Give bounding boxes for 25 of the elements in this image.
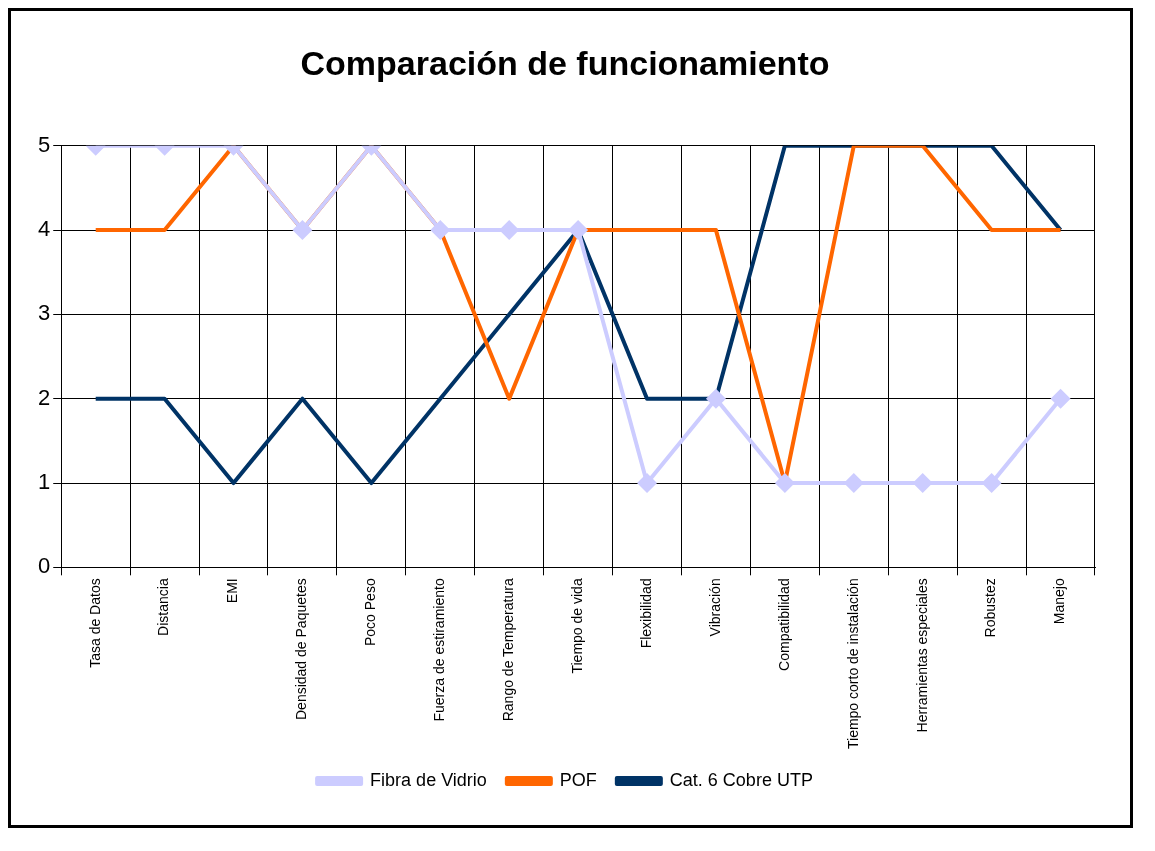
y-tick-label: 5	[37, 131, 51, 157]
y-tick-label: 4	[37, 216, 51, 242]
y-tick-label: 0	[37, 553, 51, 579]
y-tick-label: 2	[37, 384, 51, 410]
x-tick-label: Robustez	[982, 578, 999, 638]
x-tick-label: Tiempo de vida	[568, 578, 585, 674]
x-tick-label: Rango de Temperatura	[500, 578, 517, 722]
chart-title: Comparación de funcionamiento	[300, 43, 830, 82]
x-tick-label: Tasa de Datos	[86, 578, 103, 668]
legend-label: Fibra de Vidrio	[370, 769, 487, 790]
x-tick-label: Fuerza de estiramiento	[431, 578, 448, 722]
x-tick-label: Distancia	[155, 578, 172, 636]
x-tick-label: Compatibilidad	[775, 578, 792, 671]
x-tick-label: Densidad de Paquetes	[293, 578, 310, 720]
x-tick-label: Tiempo corto de instalación	[844, 578, 861, 750]
y-tick-label: 1	[37, 469, 51, 495]
x-tick-label: Poco Peso	[362, 578, 379, 647]
x-tick-label: Flexibilidad	[637, 578, 654, 649]
y-tick-label: 3	[37, 300, 51, 326]
x-tick-label: EMI	[224, 578, 241, 604]
x-tick-label: Vibración	[706, 578, 723, 637]
x-tick-label: Manejo	[1051, 578, 1068, 625]
legend-label: Cat. 6 Cobre UTP	[669, 769, 813, 790]
x-tick-label: Herramientas especiales	[913, 578, 930, 733]
legend-label: POF	[559, 769, 597, 790]
